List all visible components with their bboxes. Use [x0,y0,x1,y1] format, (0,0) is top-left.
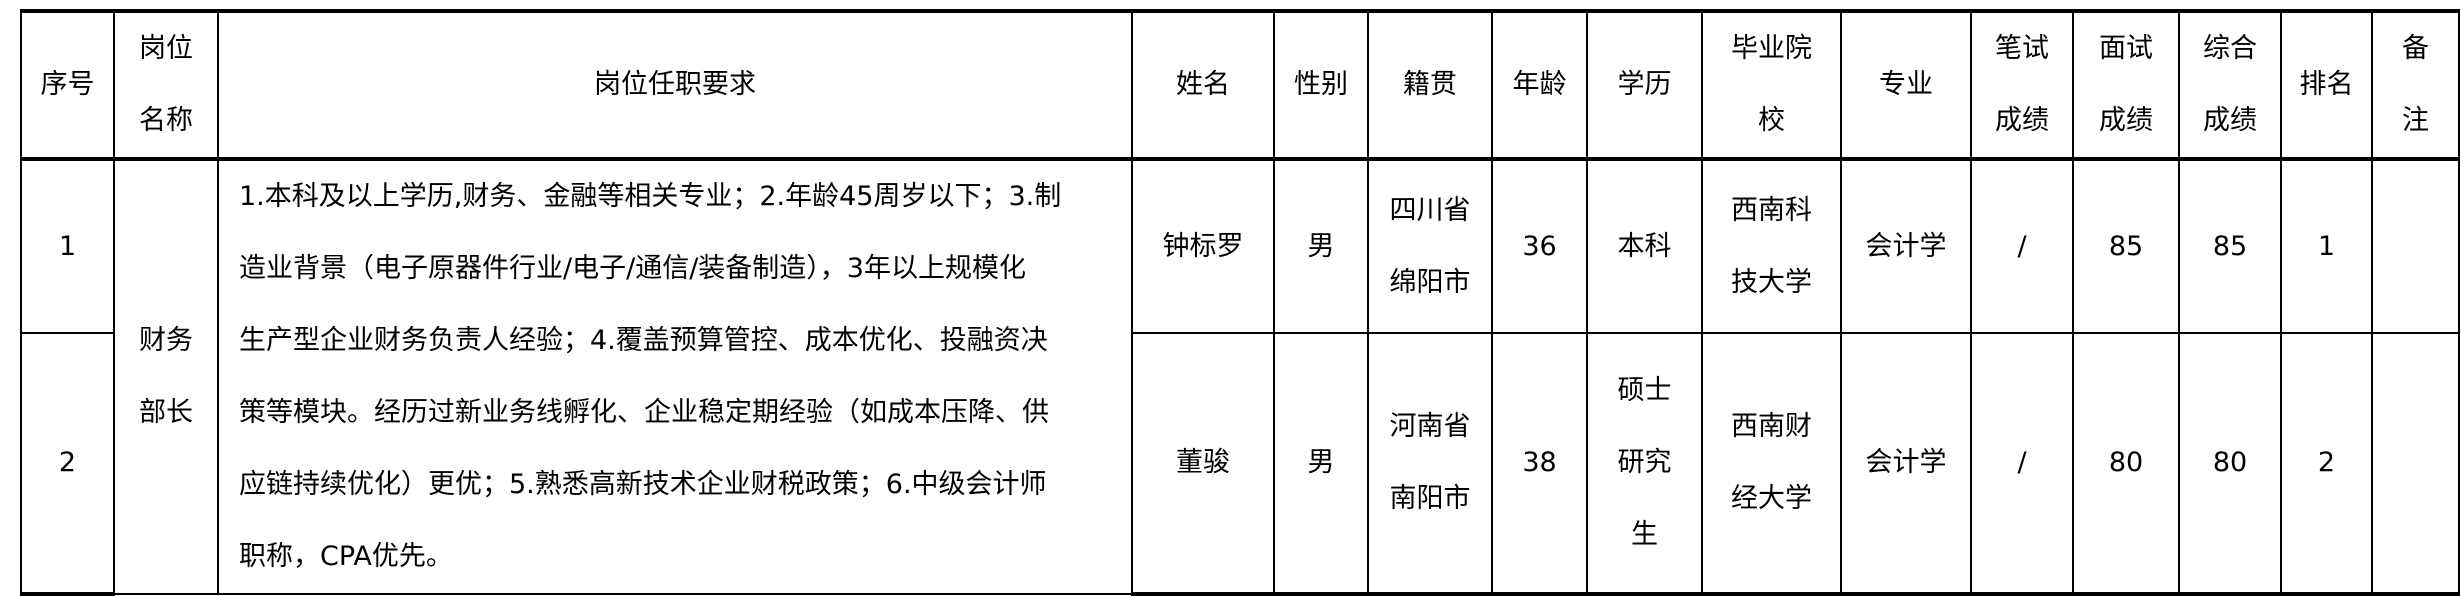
origin-line: 绵阳市 [1389,266,1471,298]
header-position-line: 名称 [139,105,193,136]
position-line: 财务 [139,325,193,356]
table-row: 1 财务部长 1.本科及以上学历,财务、金融等相关专业；2.年龄45周岁以下；3… [20,158,2460,595]
cell-requirements: 1.本科及以上学历,财务、金融等相关专业；2.年龄45周岁以下；3.制 造业背景… [217,158,1133,595]
cell-interview: 80 [2072,332,2180,596]
cell-major: 会计学 [1840,158,1972,334]
requirement-line: 职称，CPA优先。 [239,541,453,572]
cell-age: 36 [1491,158,1588,334]
cell-written: / [1970,158,2074,334]
cell-school: 西南科 技大学 [1701,158,1842,334]
header-gender: 性别 [1273,9,1369,161]
school-line: 经大学 [1731,483,1812,514]
header-position-line: 岗位 [139,33,193,64]
header-interview-line: 面试 [2099,33,2153,64]
cell-gender: 男 [1273,332,1369,596]
header-origin: 籍贯 [1367,9,1493,161]
cell-total: 80 [2178,332,2282,596]
header-remark: 备注 [2371,9,2460,161]
cell-gender: 男 [1273,158,1369,334]
header-total: 综合 成绩 [2178,9,2282,161]
header-school-line: 校 [1758,105,1785,136]
header-name: 姓名 [1131,9,1275,161]
cell-rank: 2 [2280,332,2373,596]
header-seq: 序号 [20,9,115,161]
cell-major: 会计学 [1840,332,1972,596]
header-school: 毕业院校 [1701,9,1842,161]
cell-origin: 河南省 南阳市 [1367,332,1493,596]
education-line: 硕士 [1617,375,1672,406]
school-line: 西南财 [1731,411,1812,442]
cell-seq: 1 [20,158,115,334]
origin-line: 河南省 [1389,411,1471,442]
header-interview-line: 成绩 [2099,105,2153,136]
cell-origin: 四川省 绵阳市 [1367,158,1493,334]
header-age: 年龄 [1491,9,1588,161]
header-interview: 面试 成绩 [2072,9,2180,161]
header-total-line: 综合 [2203,33,2257,64]
origin-line: 南阳市 [1389,483,1471,514]
header-total-line: 成绩 [2203,105,2257,136]
requirement-line: 生产型企业财务负责人经验；4.覆盖预算管控、成本优化、投融资决 [239,325,1048,356]
header-rank: 排名 [2280,9,2373,161]
requirement-line: 造业背景（电子原器件行业/电子/通信/装备制造），3年以上规模化 [239,253,1026,284]
cell-seq: 2 [20,332,115,596]
header-major: 专业 [1840,9,1972,161]
origin-line: 四川省 [1389,194,1471,226]
header-remark-line: 备 [2402,33,2429,64]
position-line: 部长 [139,397,193,428]
table-row: 2 董骏 男 河南省南阳市 38 硕士研究生 西南财经大学 会计学 / 80 8… [20,332,2460,596]
header-written-line: 成绩 [1995,105,2049,136]
education-line: 生 [1631,519,1658,550]
cell-education: 本科 [1586,158,1703,334]
cell-position: 财务 部长 [113,158,219,595]
requirement-line: 应链持续优化）更优；5.熟悉高新技术企业财税政策；6.中级会计师 [239,469,1047,500]
cell-total: 85 [2178,158,2282,334]
cell-age: 38 [1491,332,1588,596]
header-position: 岗位 名称 [113,9,219,161]
header-requirements: 岗位任职要求 [217,9,1133,161]
header-remark-line: 注 [2402,105,2429,136]
cell-written: / [1970,332,2074,596]
cell-remark [2371,332,2460,596]
header-row: 序号 岗位名称 岗位任职要求 姓名 性别 籍贯 年龄 学历 毕业院校 专业 笔试… [20,9,2460,161]
cell-interview: 85 [2072,158,2180,334]
requirement-line: 1.本科及以上学历,财务、金融等相关专业；2.年龄45周岁以下；3.制 [239,181,1062,212]
header-written: 笔试 成绩 [1970,9,2074,161]
cell-education: 硕士 研究生 [1586,332,1703,596]
header-education: 学历 [1586,9,1703,161]
header-written-line: 笔试 [1995,33,2049,64]
cell-rank: 1 [2280,158,2373,334]
cell-remark [2371,158,2460,334]
requirement-line: 策等模块。经历过新业务线孵化、企业稳定期经验（如成本压降、供 [239,397,1049,428]
header-school-line: 毕业院 [1731,33,1812,64]
school-line: 西南科 [1731,194,1812,226]
candidate-table: 序号 岗位名称 岗位任职要求 姓名 性别 籍贯 年龄 学历 毕业院校 专业 笔试… [20,9,2460,596]
cell-name: 钟标罗 [1131,158,1275,334]
cell-school: 西南财 经大学 [1701,332,1842,596]
school-line: 技大学 [1731,266,1812,298]
cell-name: 董骏 [1131,332,1275,596]
education-line: 研究 [1617,447,1672,478]
